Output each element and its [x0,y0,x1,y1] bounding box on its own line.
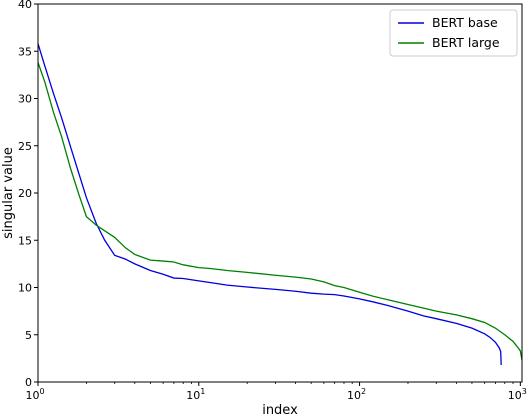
x-axis-label: index [262,403,298,418]
x-tick-exponent-0: 0 [39,387,44,396]
y-tick-label-6: 30 [18,93,32,106]
x-axis-ticks: 100 101 102 103 [25,382,527,402]
x-tick-label-0: 100 [25,387,44,402]
plot-area [37,3,523,383]
series-line-1 [37,62,523,361]
y-tick-label-5: 25 [18,140,32,153]
x-tick-exponent-1: 1 [200,387,205,396]
y-tick-label-8: 40 [18,0,32,11]
legend-box [389,9,518,57]
series-layer [37,43,523,366]
plot-frame [37,3,523,383]
y-axis-ticks: 0 5 10 15 20 25 30 35 40 [18,0,38,389]
x-tick-exponent-2: 2 [361,387,366,396]
y-tick-label-1: 5 [25,329,32,342]
x-tick-label-1: 101 [186,387,205,402]
legend-label-0: BERT base [432,15,498,30]
series-line-0 [37,43,502,366]
x-tick-exponent-3: 3 [522,387,527,396]
y-tick-label-7: 35 [18,45,32,58]
legend: BERT base BERT large [389,9,518,57]
y-tick-label-4: 20 [18,187,32,200]
x-tick-label-3: 103 [508,387,527,402]
y-tick-label-2: 10 [18,282,32,295]
y-tick-label-0: 0 [25,376,32,389]
x-tick-label-2: 102 [347,387,366,402]
y-tick-label-3: 15 [18,234,32,247]
legend-label-1: BERT large [432,35,500,50]
y-axis-label: singular value [1,147,16,239]
